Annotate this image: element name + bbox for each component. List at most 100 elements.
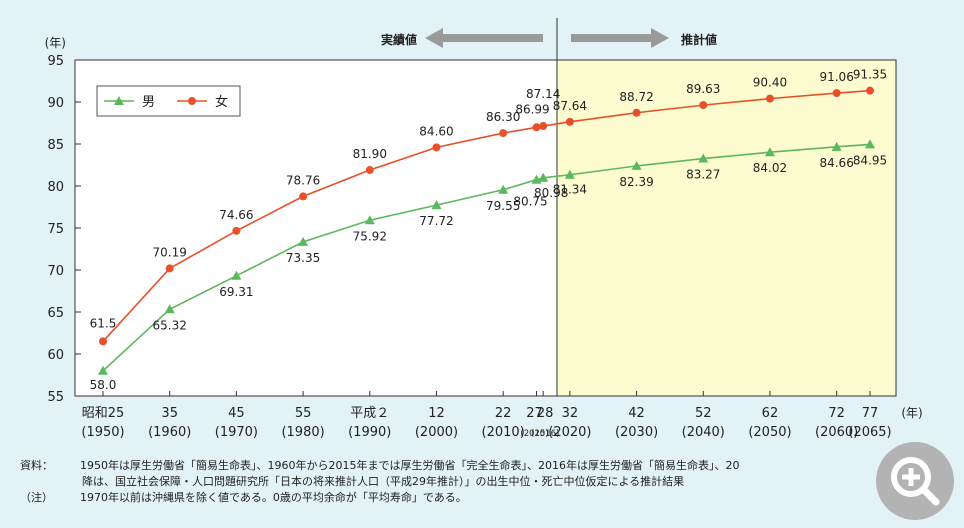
data-label: 80.98 bbox=[534, 186, 568, 200]
y-tick-label: 55 bbox=[47, 390, 64, 405]
region-label-actual: 実績値 bbox=[381, 32, 417, 47]
footnote: （注） 1970年以前は沖縄県を除く値である。0歳の平均余命が「平均寿命」である… bbox=[20, 490, 900, 506]
male-data-point bbox=[564, 169, 575, 179]
source-line-1: 1950年は厚生労働省「簡易生命表」、1960年から2015年までは厚生労働省「… bbox=[80, 459, 740, 472]
data-label: 86.99 bbox=[515, 102, 549, 116]
source-note: 資料： 1950年は厚生労働省「簡易生命表」、1960年から2015年までは厚生… bbox=[20, 458, 900, 474]
x-tick-label: 平成２ bbox=[350, 406, 389, 421]
x-tick-year: (1960) bbox=[148, 425, 191, 440]
arrow-left-icon bbox=[425, 28, 543, 48]
male-data-point bbox=[764, 147, 775, 157]
male-data-point bbox=[298, 236, 309, 246]
data-label: 73.35 bbox=[286, 251, 320, 265]
zoom-icon bbox=[891, 457, 940, 506]
female-data-point bbox=[632, 108, 641, 117]
male-data-point bbox=[498, 184, 509, 194]
data-label: 81.34 bbox=[553, 183, 587, 197]
female-data-point bbox=[832, 89, 841, 98]
chart-notes: 資料： 1950年は厚生労働省「簡易生命表」、1960年から2015年までは厚生… bbox=[20, 458, 900, 506]
data-label: 70.19 bbox=[153, 245, 187, 259]
x-tick-label: 55 bbox=[295, 406, 312, 421]
x-tick-label: 28 bbox=[537, 406, 554, 421]
y-tick-label: 75 bbox=[47, 222, 64, 237]
male-data-point bbox=[631, 160, 642, 170]
male-data-point bbox=[865, 139, 875, 149]
data-label: 90.40 bbox=[753, 76, 787, 90]
data-label: 80.75 bbox=[513, 195, 547, 209]
x-tick-label: 52 bbox=[695, 406, 712, 421]
legend-marker-circle bbox=[188, 97, 196, 105]
x-tick-year: (1970) bbox=[215, 425, 258, 440]
x-tick-label: 35 bbox=[161, 406, 178, 421]
data-label: 86.30 bbox=[486, 110, 520, 124]
y-tick-label: 85 bbox=[47, 138, 64, 153]
legend-label-1: 女 bbox=[215, 94, 228, 110]
x-tick-label: 62 bbox=[762, 406, 779, 421]
male-data-point bbox=[831, 141, 842, 151]
data-label: 84.66 bbox=[819, 156, 853, 170]
x-tick-year: (2020) bbox=[548, 425, 591, 440]
source-note-continued: 降は、国立社会保障・人口問題研究所「日本の将来推計人口（平成29年推計）」の出生… bbox=[20, 474, 900, 490]
x-tick-label: 22 bbox=[495, 406, 512, 421]
x-tick-year: (2030) bbox=[615, 425, 658, 440]
female-data-point bbox=[299, 192, 308, 201]
female-data-point bbox=[432, 143, 441, 152]
y-tick-label: 70 bbox=[47, 264, 64, 279]
data-label: 75.92 bbox=[353, 229, 387, 243]
female-data-point bbox=[165, 264, 174, 273]
x-tick-label: 42 bbox=[628, 406, 645, 421]
female-data-point bbox=[232, 226, 241, 235]
data-label: 89.63 bbox=[686, 82, 720, 96]
zoom-in-button[interactable] bbox=[876, 442, 954, 520]
y-tick-label: 90 bbox=[47, 96, 64, 111]
female-data-point bbox=[499, 129, 508, 138]
data-label: 84.60 bbox=[419, 124, 453, 138]
x-tick-year: (2065) bbox=[848, 425, 891, 440]
female-data-point bbox=[99, 337, 107, 346]
x-tick-label: 72 bbox=[828, 406, 845, 421]
arrow-right-icon bbox=[571, 28, 669, 48]
data-label: 87.14 bbox=[526, 87, 560, 101]
x-tick-year: (2016) bbox=[531, 429, 559, 439]
data-label: 58.0 bbox=[90, 378, 117, 392]
female-data-point bbox=[532, 123, 541, 132]
female-data-point bbox=[699, 101, 708, 110]
data-label: 84.02 bbox=[753, 161, 787, 175]
data-label: 84.95 bbox=[853, 153, 887, 167]
x-tick-label: 27 bbox=[526, 406, 543, 421]
x-axis-unit: (年) bbox=[901, 406, 922, 420]
female-data-point bbox=[539, 122, 548, 131]
footnote-text: 1970年以前は沖縄県を除く値である。0歳の平均余命が「平均寿命」である。 bbox=[80, 491, 467, 504]
source-line-2: 降は、国立社会保障・人口問題研究所「日本の将来推計人口（平成29年推計）」の出生… bbox=[82, 475, 685, 488]
y-axis-unit: (年) bbox=[45, 36, 66, 50]
x-tick-year: (2060) bbox=[815, 425, 858, 440]
x-tick-label: 昭和25 bbox=[82, 406, 125, 421]
x-tick-year: (1980) bbox=[281, 425, 324, 440]
male-data-point bbox=[698, 153, 709, 163]
x-tick-year: (2050) bbox=[748, 425, 791, 440]
male-data-point bbox=[98, 365, 108, 375]
y-tick-label: 95 bbox=[47, 54, 64, 69]
x-tick-year: (2040) bbox=[682, 425, 725, 440]
male-data-point bbox=[538, 172, 549, 182]
footnote-key: （注） bbox=[20, 491, 53, 504]
female-data-point bbox=[866, 86, 874, 95]
data-label: 81.90 bbox=[353, 147, 387, 161]
y-tick-label: 80 bbox=[47, 180, 64, 195]
y-tick-label: 60 bbox=[47, 348, 64, 363]
data-label: 74.66 bbox=[219, 208, 253, 222]
female-data-point bbox=[565, 117, 574, 126]
data-label: 82.39 bbox=[619, 175, 653, 189]
projection-region bbox=[557, 60, 896, 396]
x-tick-year: (2015) bbox=[520, 429, 548, 439]
x-tick-year: (2010) bbox=[482, 425, 525, 440]
male-data-point bbox=[231, 270, 242, 280]
data-label: 61.5 bbox=[90, 316, 117, 330]
life-expectancy-chart: 実績値 推計値 (年) 55 60 65 70 75 80 85 90 95 昭和25 (1950) 35 (… bbox=[45, 18, 923, 440]
y-tick-label: 65 bbox=[47, 306, 64, 321]
x-tick-year: (2000) bbox=[415, 425, 458, 440]
x-tick-label: 45 bbox=[228, 406, 245, 421]
data-label: 69.31 bbox=[219, 285, 253, 299]
x-tick-label: 12 bbox=[428, 406, 445, 421]
data-label: 77.72 bbox=[419, 214, 453, 228]
